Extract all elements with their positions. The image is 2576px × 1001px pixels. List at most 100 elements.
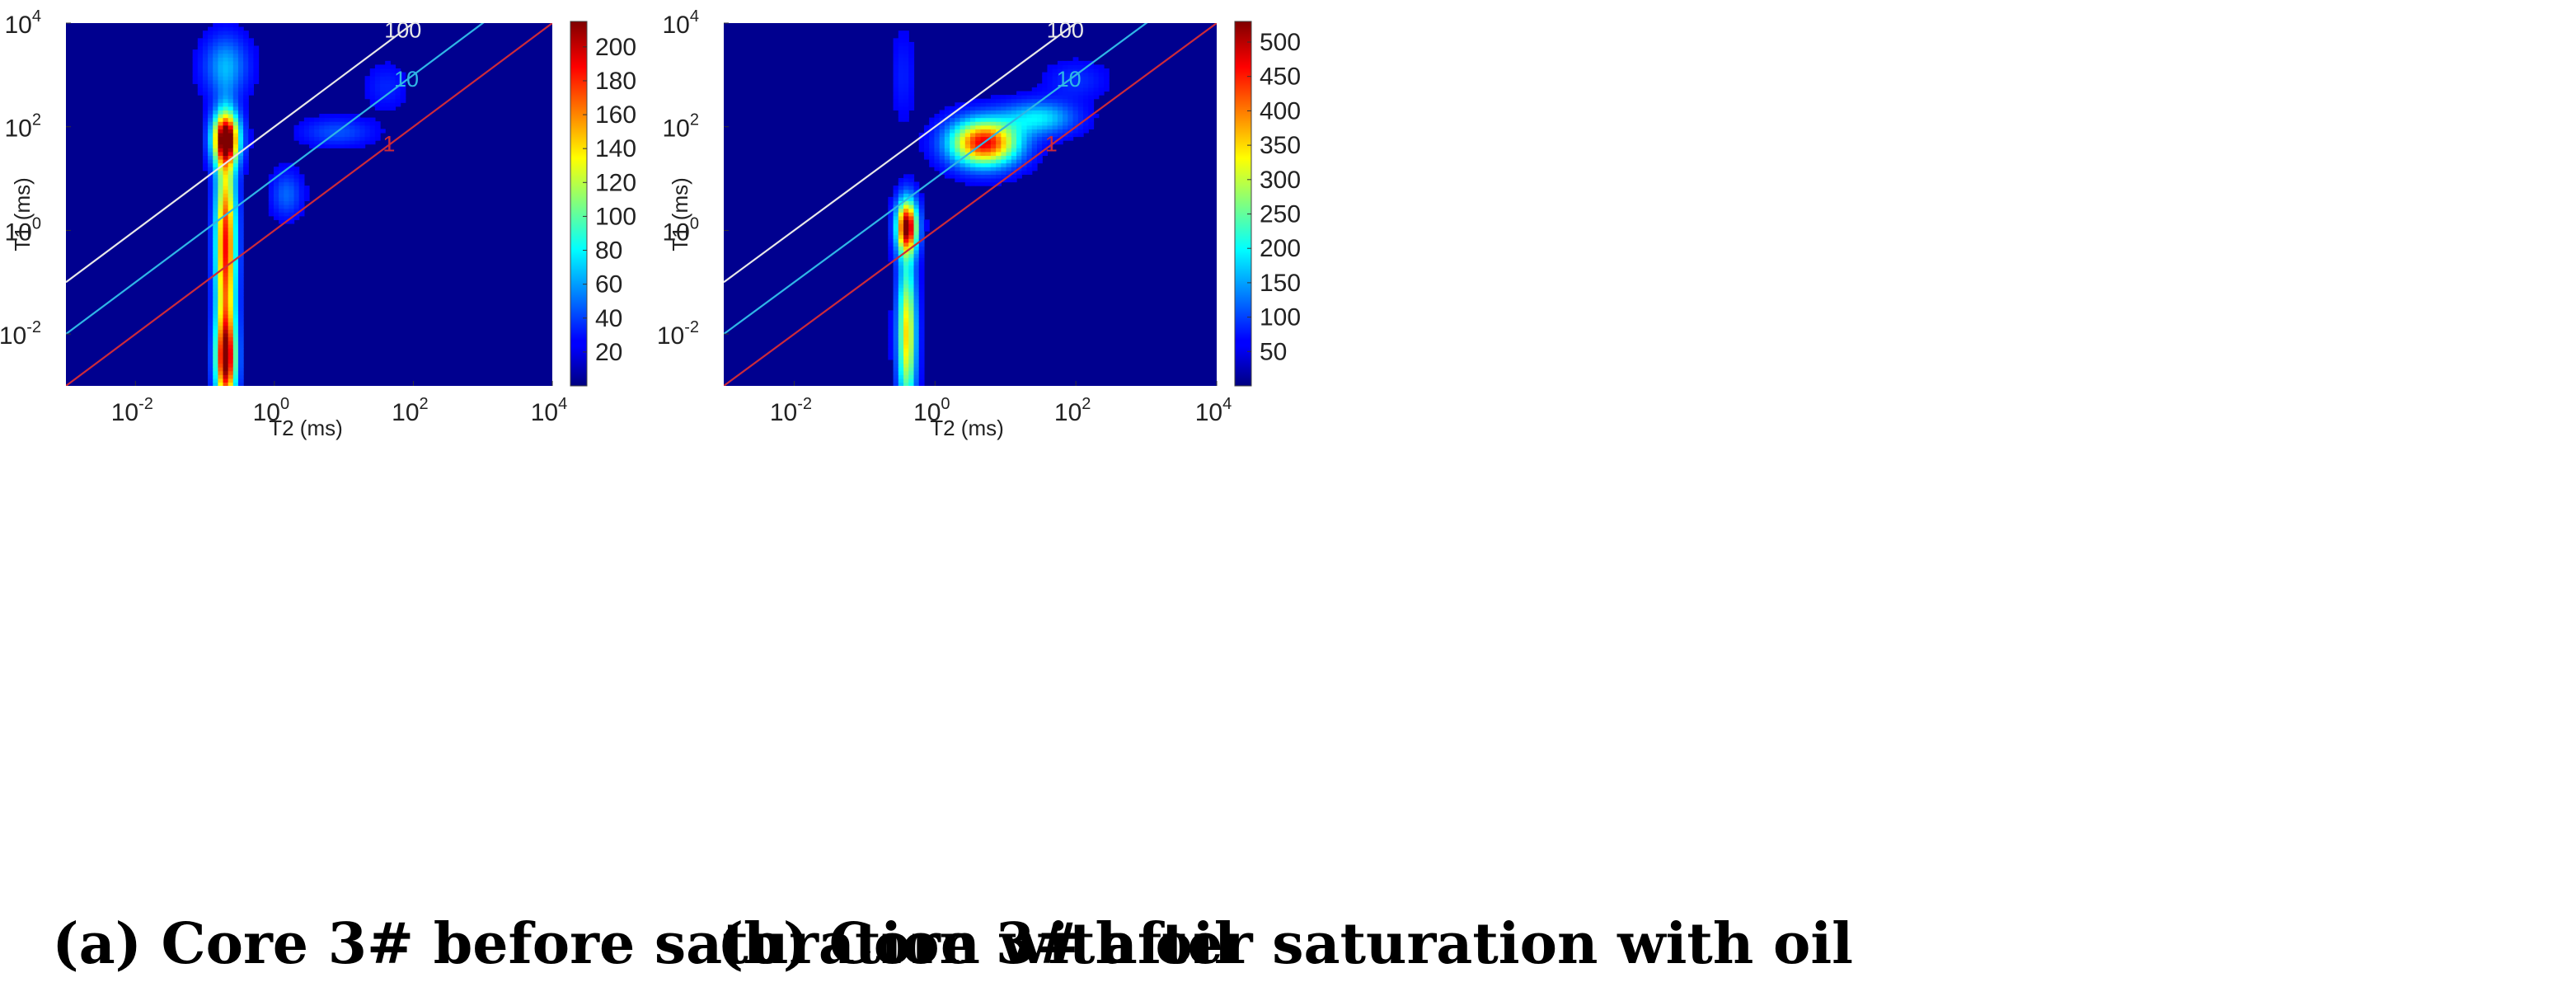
heatmap-cell: [223, 348, 229, 353]
heatmap-cell: [1001, 143, 1007, 148]
heatmap-cell: [213, 287, 218, 293]
heatmap-cell: [208, 355, 213, 360]
heatmap-cell: [334, 136, 340, 141]
heatmap-cell: [293, 196, 300, 202]
heatmap-cell: [213, 329, 218, 334]
heatmap-cell: [213, 64, 218, 69]
heatmap-cell: [1026, 98, 1033, 103]
heatmap-cell: [208, 91, 213, 96]
heatmap-cell: [218, 238, 224, 243]
heatmap-cell: [908, 363, 915, 368]
heatmap-cell: [284, 208, 290, 213]
heatmap-cell: [908, 231, 915, 236]
heatmap-cell: [208, 359, 213, 364]
heatmap-cell: [218, 87, 224, 92]
heatmap-cell: [1093, 114, 1100, 119]
heatmap-cell: [228, 31, 234, 35]
heatmap-cell: [1067, 136, 1074, 141]
heatmap-cell: [243, 121, 249, 126]
heatmap-cell: [243, 95, 249, 100]
heatmap-cell: [1036, 102, 1043, 107]
heatmap-cell: [923, 219, 930, 224]
heatmap-cell: [228, 341, 234, 345]
heatmap-cell: [218, 53, 224, 58]
heatmap-cell: [1042, 87, 1049, 92]
heatmap-cell: [893, 189, 899, 194]
heatmap-cell: [289, 181, 295, 186]
heatmap-cell: [293, 200, 300, 205]
heatmap-cell: [1083, 102, 1089, 107]
heatmap-cell: [1006, 159, 1012, 164]
heatmap-cell: [192, 72, 199, 77]
x-axis-label: T2 (ms): [930, 416, 1004, 440]
heatmap-cell: [918, 223, 925, 228]
heatmap-cell: [964, 140, 971, 145]
heatmap-cell: [243, 34, 249, 39]
heatmap-cell: [960, 114, 966, 119]
heatmap-cell: [1077, 60, 1084, 66]
heatmap-cell: [985, 125, 992, 129]
heatmap-cell: [334, 140, 340, 145]
heatmap-cell: [903, 329, 909, 334]
heatmap-cell: [1083, 72, 1089, 77]
heatmap-cell: [202, 110, 209, 115]
heatmap-cell: [1016, 121, 1022, 126]
heatmap-cell: [213, 57, 218, 62]
heatmap-cell: [298, 204, 305, 209]
heatmap-cell: [1042, 125, 1049, 129]
heatmap-cell: [237, 265, 244, 270]
heatmap-cell: [243, 102, 249, 107]
heatmap-cell: [298, 186, 305, 190]
heatmap-cell: [1026, 95, 1033, 100]
heatmap-cell: [1057, 125, 1063, 129]
heatmap-cell: [243, 91, 249, 96]
heatmap-cell: [223, 159, 229, 164]
heatmap-cell: [893, 223, 899, 228]
heatmap-cell: [374, 68, 381, 73]
heatmap-cell: [908, 181, 915, 186]
heatmap-cell: [228, 68, 234, 73]
heatmap-cell: [253, 68, 260, 73]
heatmap-cell: [228, 177, 234, 183]
heatmap-cell: [964, 162, 971, 167]
heatmap-cell: [208, 370, 213, 375]
heatmap-cell: [232, 382, 239, 386]
heatmap-cell: [232, 91, 239, 96]
heatmap-cell: [237, 306, 244, 311]
heatmap-cell: [908, 351, 915, 356]
heatmap-cell: [1077, 98, 1084, 103]
heatmap-cell: [960, 117, 966, 122]
heatmap-cell: [964, 155, 971, 160]
heatmap-cell: [232, 83, 239, 88]
heatmap-cell: [345, 132, 350, 138]
heatmap-cell: [218, 257, 224, 262]
heatmap-cell: [268, 193, 274, 198]
heatmap-cell: [232, 95, 239, 100]
heatmap-cell: [202, 45, 209, 50]
heatmap-cell: [970, 132, 976, 138]
heatmap-cell: [218, 332, 224, 338]
heatmap-cell: [980, 174, 987, 179]
heatmap-cell: [918, 132, 925, 138]
heatmap-cell: [237, 110, 244, 115]
heatmap-cell: [232, 208, 239, 213]
colorbar-tick-label: 120: [595, 169, 636, 196]
heatmap-cell: [253, 45, 260, 50]
heatmap-cell: [1063, 68, 1068, 73]
heatmap-cell: [208, 26, 213, 31]
heatmap-cell: [218, 98, 224, 103]
heatmap-cell: [218, 325, 224, 330]
heatmap-cell: [208, 114, 213, 119]
heatmap-cell: [1077, 129, 1084, 134]
heatmap-cell: [354, 125, 361, 129]
heatmap-cell: [324, 114, 331, 119]
heatmap-cell: [223, 257, 229, 262]
heatmap-cell: [898, 76, 904, 81]
heatmap-cell: [975, 155, 982, 160]
heatmap-cell: [990, 148, 997, 153]
heatmap-cell: [232, 261, 239, 266]
heatmap-cell: [944, 170, 950, 175]
heatmap-cell: [1077, 114, 1084, 119]
heatmap-cell: [996, 102, 1002, 107]
